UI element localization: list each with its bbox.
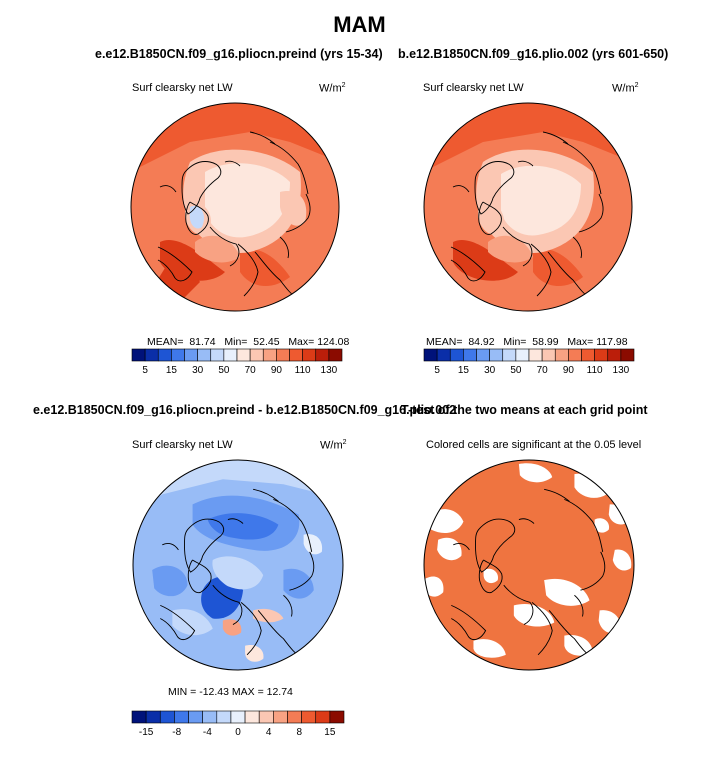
panel1-colorbar-box	[157, 348, 172, 362]
panel1-colorbar-box	[131, 348, 146, 362]
panel2-units-label: W/m2	[612, 82, 639, 95]
panel4-significance-map	[423, 459, 635, 671]
panel3-colorbar-tick-label: 8	[296, 727, 302, 738]
panel3-colorbar-box	[258, 710, 274, 724]
panel2-colorbar-box	[436, 348, 451, 362]
panel2-variable-label: Surf clearsky net LW	[423, 82, 524, 94]
panel1-colorbar-tick-label: 130	[321, 365, 338, 376]
panel1-colorbar-box	[328, 348, 343, 362]
panel1-colorbar-box	[223, 348, 238, 362]
panel4-variable-label: Colored cells are significant at the 0.0…	[426, 439, 642, 451]
panel2-colorbar-tick-label: 50	[510, 365, 522, 376]
panel1-colorbar-box	[236, 348, 251, 362]
panel3-colorbar-tick-label: 0	[235, 727, 241, 738]
panel1-colorbar-box	[171, 348, 185, 362]
panel1-title: e.e12.B1850CN.f09_g16.pliocn.preind (yrs…	[95, 47, 383, 61]
panel3-colorbar-box	[244, 710, 260, 724]
panel3-colorbar-box	[216, 710, 232, 724]
panel2-colorbar-box	[528, 348, 543, 362]
panel1-colorbar-tick-label: 30	[192, 365, 204, 376]
panel3-colorbar-box	[159, 710, 175, 724]
panel2-colorbar-box	[607, 348, 622, 362]
panel2-colorbar-box	[489, 348, 504, 362]
panel2-colorbar-tick-label: 130	[613, 365, 630, 376]
panel3-colorbar-box	[230, 710, 246, 724]
panel2-stats: MEAN= 84.92 Min= 58.99 Max= 117.98	[426, 336, 628, 348]
panel2-colorbar-box	[515, 348, 530, 362]
panel3-colorbar-tick-label: 15	[324, 727, 336, 738]
panel1-colorbar-tick-label: 70	[245, 365, 257, 376]
panel1-variable-label: Surf clearsky net LW	[132, 82, 233, 94]
panel3-colorbar-box	[202, 710, 218, 724]
panel3-colorbar-box	[145, 710, 161, 724]
panel2-colorbar-box	[568, 348, 582, 362]
panel3-colorbar-box	[315, 710, 331, 724]
panel2-colorbar-box	[502, 348, 517, 362]
panel2-colorbar-box	[554, 348, 569, 362]
panel3-colorbar-tick-label: 4	[266, 727, 272, 738]
panel2-colorbar-box	[581, 348, 595, 362]
panel1-colorbar: 5 15 30 50 70 90 110 130	[131, 348, 343, 376]
panel3-colorbar-box	[301, 710, 317, 724]
panel2-colorbar-tick-label: 90	[563, 365, 575, 376]
panel3-colorbar-tick-label: -15	[139, 727, 154, 738]
panel1-colorbar-box	[315, 348, 330, 362]
panel1-colorbar-tick-label: 110	[295, 365, 311, 376]
panel1-colorbar-box	[144, 348, 159, 362]
panel3-title: e.e12.B1850CN.f09_g16.pliocn.preind - b.…	[33, 403, 457, 417]
panel3-colorbar-box	[287, 710, 302, 724]
panel1-colorbar-tick-label: 15	[166, 365, 178, 376]
season-title: MAM	[333, 12, 386, 37]
panel3-colorbar-box	[273, 710, 288, 724]
panel3-colorbar-box	[188, 710, 203, 724]
panel3-colorbar-box	[174, 710, 189, 724]
panel1-polar-map	[130, 102, 340, 312]
panel2-colorbar-box	[449, 348, 464, 362]
panel1-colorbar-box	[289, 348, 303, 362]
panel1-colorbar-tick-label: 5	[142, 365, 148, 376]
panel4-title: T-test of the two means at each grid poi…	[401, 403, 648, 417]
panel2-colorbar-box	[463, 348, 477, 362]
panel2-colorbar: 5 15 30 50 70 90 110 130	[423, 348, 635, 376]
panel2-polar-map	[423, 102, 633, 312]
panel3-colorbar-box	[329, 710, 345, 724]
panel3-colorbar-box	[131, 710, 147, 724]
panel1-colorbar-box	[210, 348, 225, 362]
panel1-colorbar-box	[197, 348, 212, 362]
panel2-colorbar-box	[541, 348, 556, 362]
panel2-colorbar-box	[423, 348, 438, 362]
panel1-colorbar-box	[276, 348, 290, 362]
panel1-units-label: W/m2	[319, 82, 346, 95]
panel2-colorbar-tick-label: 30	[484, 365, 496, 376]
panel1-colorbar-tick-label: 50	[218, 365, 230, 376]
panel1-colorbar-tick-label: 90	[271, 365, 283, 376]
panel1-colorbar-box	[302, 348, 317, 362]
panel2-colorbar-box	[620, 348, 635, 362]
panel3-stats: MIN = -12.43 MAX = 12.74	[168, 686, 293, 698]
panel1-colorbar-box	[262, 348, 277, 362]
panel2-colorbar-tick-label: 5	[434, 365, 440, 376]
panel2-colorbar-tick-label: 15	[458, 365, 470, 376]
panel2-colorbar-box	[594, 348, 609, 362]
panel2-colorbar-box	[476, 348, 490, 362]
panel3-colorbar-tick-label: -4	[203, 727, 212, 738]
panel3-units-label: W/m2	[320, 439, 347, 452]
panel2-title: b.e12.B1850CN.f09_g16.plio.002 (yrs 601-…	[398, 47, 669, 61]
panel3-difference-map	[132, 459, 344, 671]
panel2-colorbar-tick-label: 110	[587, 365, 603, 376]
panel1-stats: MEAN= 81.74 Min= 52.45 Max= 124.08	[147, 336, 350, 348]
panel3-colorbar: -15 -8 -4 0 4 8 15	[131, 710, 345, 738]
panel3-variable-label: Surf clearsky net LW	[132, 439, 233, 451]
panel2-colorbar-tick-label: 70	[537, 365, 549, 376]
panel3-colorbar-tick-label: -8	[172, 727, 181, 738]
panel1-colorbar-box	[249, 348, 264, 362]
panel1-colorbar-box	[184, 348, 198, 362]
